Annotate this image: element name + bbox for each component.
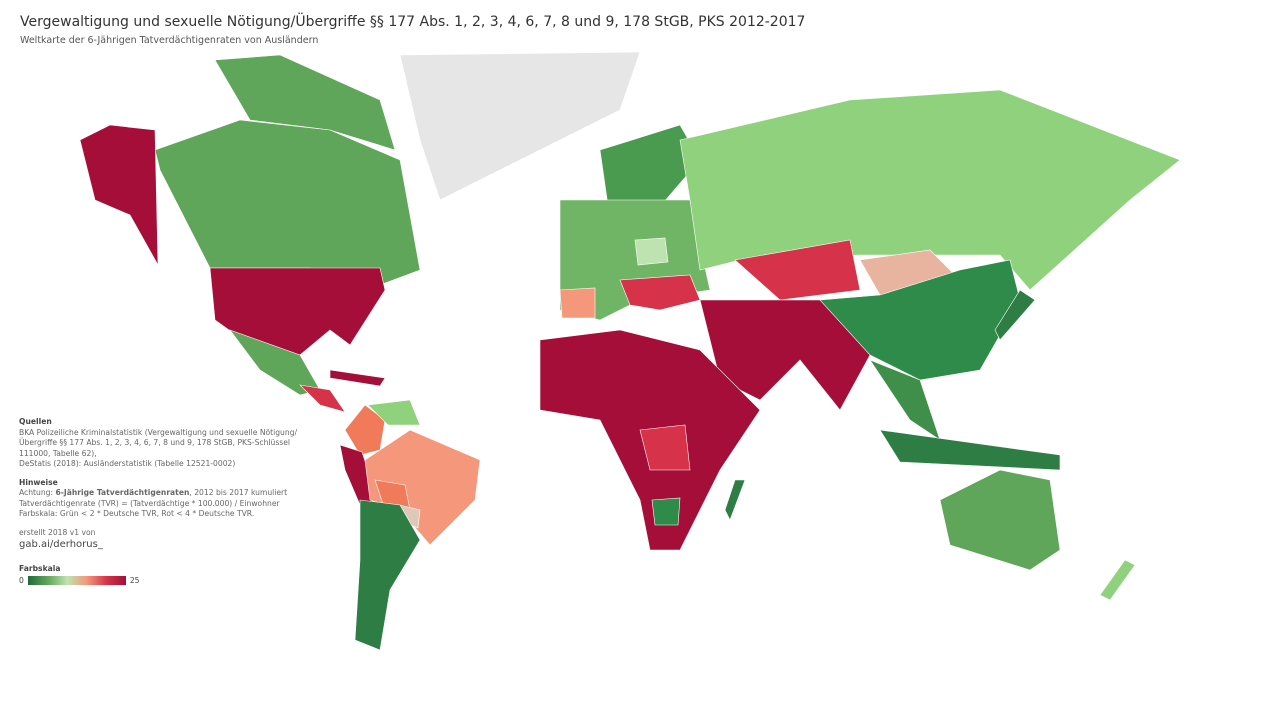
legend-max: 25 bbox=[129, 576, 140, 585]
author-link[interactable]: gab.ai/derhorus_ bbox=[19, 539, 103, 550]
caribbean bbox=[329, 369, 386, 387]
hint: Achtung: 6-Jährige Tatverdächtigenraten,… bbox=[19, 488, 319, 499]
greenland bbox=[399, 51, 641, 201]
new-zealand bbox=[1099, 559, 1136, 601]
hint: Farbskala: Grün < 2 * Deutsche TVR, Rot … bbox=[19, 509, 255, 518]
hint-bold: 6-Jährige Tatverdächtigenraten bbox=[55, 488, 190, 497]
created: erstellt 2018 v1 von bbox=[19, 527, 96, 537]
sources-heading: Quellen bbox=[19, 417, 52, 426]
japan bbox=[994, 289, 1036, 341]
source: BKA Polizeiliche Kriminalstatistik (Verg… bbox=[19, 427, 298, 458]
legend-title: Farbskala bbox=[19, 564, 61, 573]
indonesia bbox=[879, 429, 1061, 471]
legend: Farbskala 0 25 bbox=[19, 564, 140, 585]
australia bbox=[939, 469, 1061, 571]
poland bbox=[634, 237, 669, 266]
southern-africa bbox=[651, 497, 681, 526]
central-africa bbox=[639, 424, 691, 471]
italy-balkans bbox=[619, 274, 701, 311]
hint-suffix: , 2012 bis 2017 kumuliert bbox=[189, 488, 288, 497]
central-america bbox=[299, 384, 346, 413]
legend-gradient bbox=[27, 576, 126, 585]
hint-prefix: Achtung: bbox=[19, 488, 56, 497]
iberia bbox=[559, 287, 596, 319]
legend-min: 0 bbox=[19, 576, 24, 585]
alaska bbox=[79, 124, 159, 266]
notes: Quellen BKA Polizeiliche Kriminalstatist… bbox=[19, 417, 319, 552]
hints-heading: Hinweise bbox=[19, 477, 58, 487]
madagascar bbox=[724, 479, 746, 521]
title: Vergewaltigung und sexuelle Nötigung/Übe… bbox=[20, 14, 806, 30]
subtitle: Weltkarte der 6-Jährigen Tatverdächtigen… bbox=[20, 35, 319, 46]
kazakhstan bbox=[734, 239, 861, 301]
russia bbox=[679, 89, 1181, 291]
argentina-chile bbox=[354, 499, 421, 651]
canada bbox=[154, 119, 421, 286]
arctic-islands bbox=[214, 54, 396, 151]
venezuela bbox=[367, 399, 421, 426]
hint: Tatverdächtigenrate (TVR) = (Tatverdächt… bbox=[19, 498, 280, 508]
legend-scale: 0 25 bbox=[19, 576, 140, 585]
source: DeStatis (2018): Ausländerstatistik (Tab… bbox=[19, 459, 236, 468]
